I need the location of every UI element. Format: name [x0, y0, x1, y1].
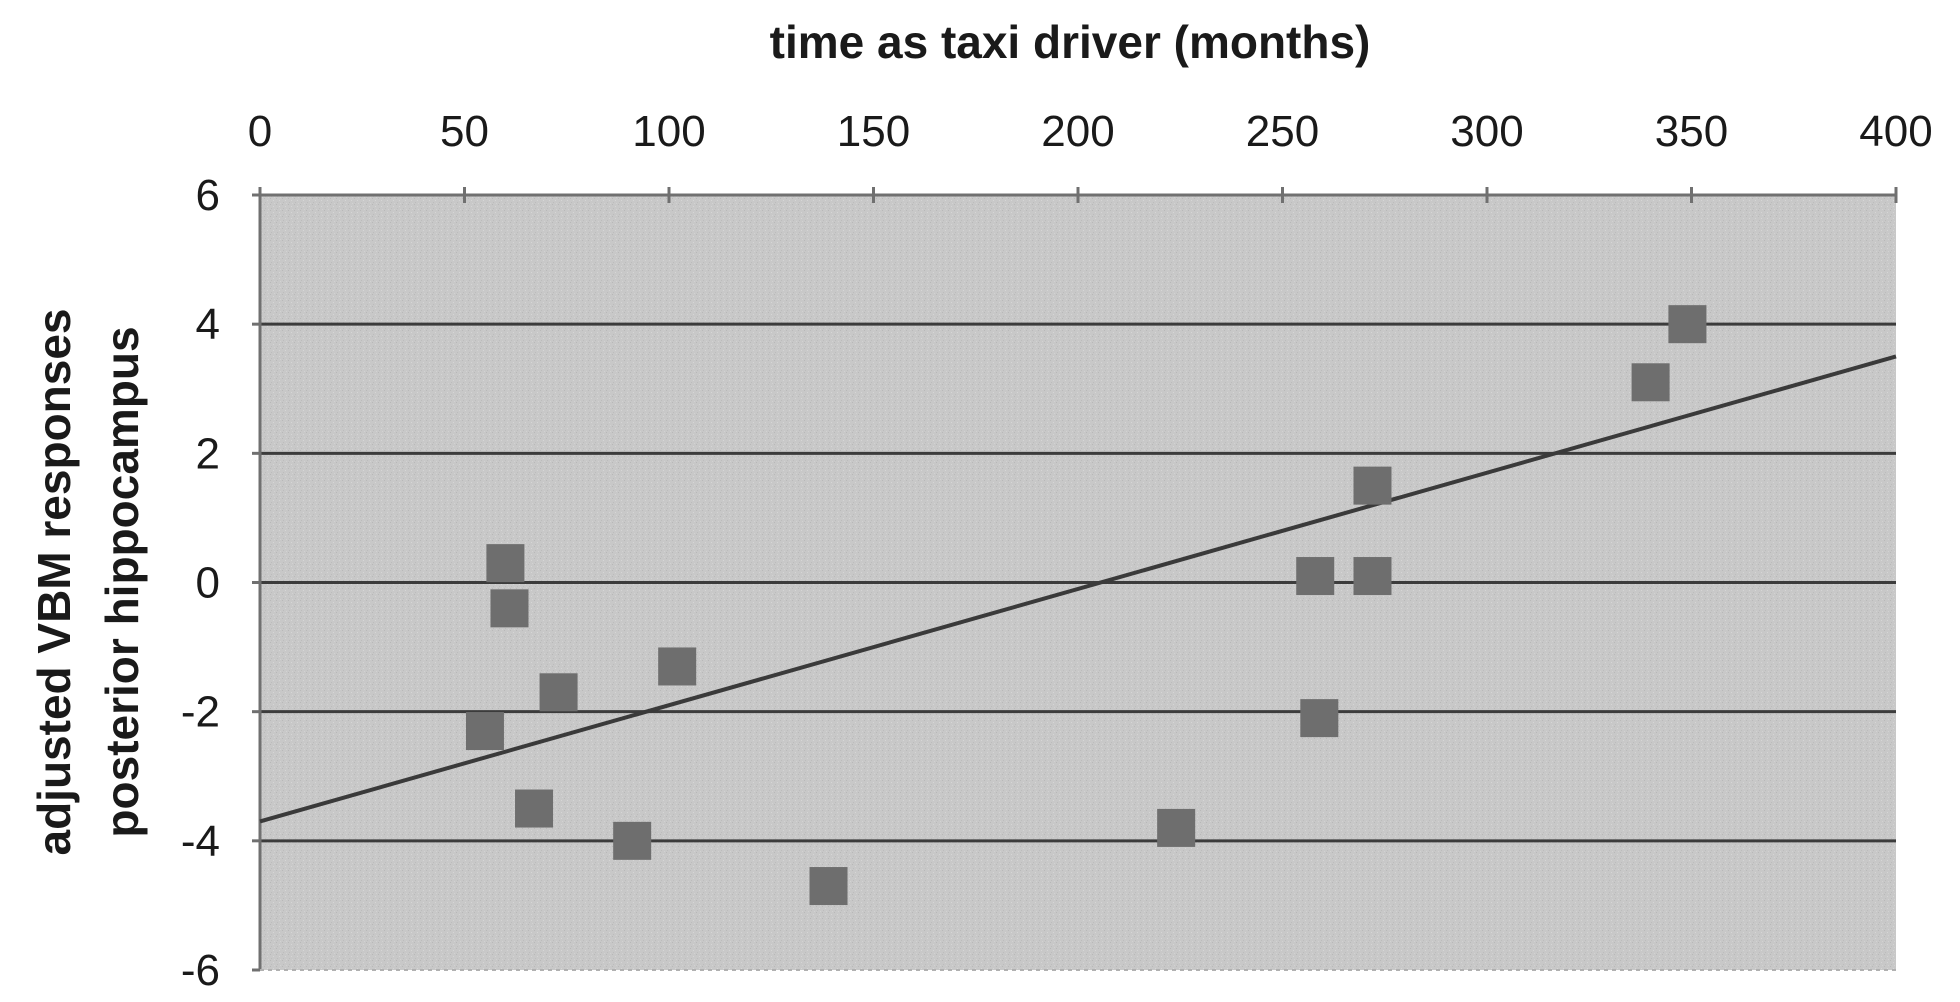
x-tick-label: 100 — [632, 107, 705, 156]
x-tick-label: 200 — [1041, 107, 1114, 156]
data-point — [515, 789, 554, 828]
y-tick-label: 6 — [196, 171, 220, 220]
y-tick-label: -4 — [181, 817, 220, 866]
x-tick-label: 350 — [1655, 107, 1728, 156]
x-tick-label: 50 — [440, 107, 489, 156]
data-point — [465, 712, 504, 751]
y-tick-labels: 6 4 2 0 -2 -4 -6 — [181, 171, 220, 995]
trendline — [259, 354, 1897, 824]
data-point — [1300, 699, 1339, 738]
x-tick-label: 300 — [1450, 107, 1523, 156]
data-point — [1353, 557, 1392, 596]
x-tick-label: 0 — [248, 107, 272, 156]
x-tick-label: 150 — [837, 107, 910, 156]
data-point — [809, 867, 848, 906]
data-point — [1353, 466, 1392, 505]
data-point — [486, 544, 525, 583]
y-axis-title-line-1: adjusted VBM responses — [28, 308, 80, 855]
data-point — [1296, 557, 1335, 596]
data-point — [658, 647, 697, 686]
y-axis-title: adjusted VBM responses posterior hippoca… — [28, 308, 148, 855]
axes — [252, 187, 1898, 972]
y-tick-label: 4 — [196, 300, 220, 349]
x-tick-label: 400 — [1859, 107, 1932, 156]
data-point — [613, 821, 652, 860]
data-point — [1157, 808, 1196, 847]
y-tick-label: 0 — [196, 559, 220, 608]
data-point — [1631, 363, 1670, 402]
y-tick-label: -2 — [181, 688, 220, 737]
data-point — [490, 589, 529, 628]
data-point — [539, 673, 578, 712]
trendline-group — [259, 354, 1897, 824]
data-points — [465, 305, 1707, 906]
x-tick-label: 250 — [1246, 107, 1319, 156]
data-point — [1668, 305, 1707, 344]
y-axis-title-line-2: posterior hippocampus — [96, 326, 148, 837]
gridlines — [260, 322, 1896, 843]
y-tick-label: 2 — [196, 429, 220, 478]
y-tick-label: -6 — [181, 946, 220, 995]
x-axis-title: time as taxi driver (months) — [770, 16, 1371, 68]
x-tick-labels: 0 50 100 150 200 250 300 350 400 — [248, 107, 1933, 156]
